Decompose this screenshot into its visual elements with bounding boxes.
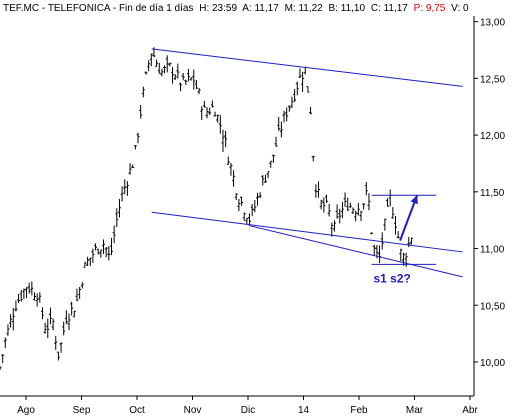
trendline-upper-channel <box>151 48 463 87</box>
x-tick-label: Nov <box>184 405 202 416</box>
x-tick-label: Ago <box>17 405 35 416</box>
x-tick-label: Oct <box>129 405 145 416</box>
header-hour: H: 23:59 <box>199 3 237 14</box>
x-tick-label: Dic <box>241 405 255 416</box>
y-axis-ticks: 10,00 10,50 11,00 11,50 12,00 12,50 13,00 <box>474 18 505 369</box>
header-p: P: 9,75 <box>414 3 446 14</box>
x-tick-label: Mar <box>406 405 424 416</box>
trendline-support-line <box>250 225 463 278</box>
price-bars <box>0 47 413 370</box>
y-tick-label: 10,50 <box>480 301 505 312</box>
y-tick-label: 10,00 <box>480 358 505 369</box>
header-symbol: TEF.MC - TELEFONICA - Fin de día 1 días <box>3 3 193 14</box>
trendlines <box>151 48 463 278</box>
header-close: C: 11,17 <box>371 3 408 14</box>
header-low: B: 11,10 <box>329 3 366 14</box>
y-tick-label: 13,00 <box>480 18 505 29</box>
annotation-s1-s2: s1 s2? <box>374 272 411 286</box>
trendline-lower-channel <box>151 211 463 253</box>
breakout-arrow-head <box>410 195 418 205</box>
x-tick-label: Feb <box>350 405 368 416</box>
header-high: M: 11,22 <box>285 3 324 14</box>
x-tick-label: Sep <box>73 405 91 416</box>
x-tick-label: 14 <box>298 405 310 416</box>
x-tick-label: Abr <box>462 405 478 416</box>
y-tick-label: 11,00 <box>480 245 505 256</box>
y-tick-label: 12,00 <box>480 131 505 142</box>
header-volume: V: 0 <box>451 3 469 14</box>
chart-header: TEF.MC - TELEFONICA - Fin de día 1 días … <box>3 3 469 14</box>
header-open: A: 11,17 <box>242 3 279 14</box>
y-tick-label: 11,50 <box>480 188 505 199</box>
y-tick-label: 12,50 <box>480 74 505 85</box>
x-axis-ticks: Ago Sep Oct Nov Dic 14 Feb Mar Abr <box>17 396 478 416</box>
